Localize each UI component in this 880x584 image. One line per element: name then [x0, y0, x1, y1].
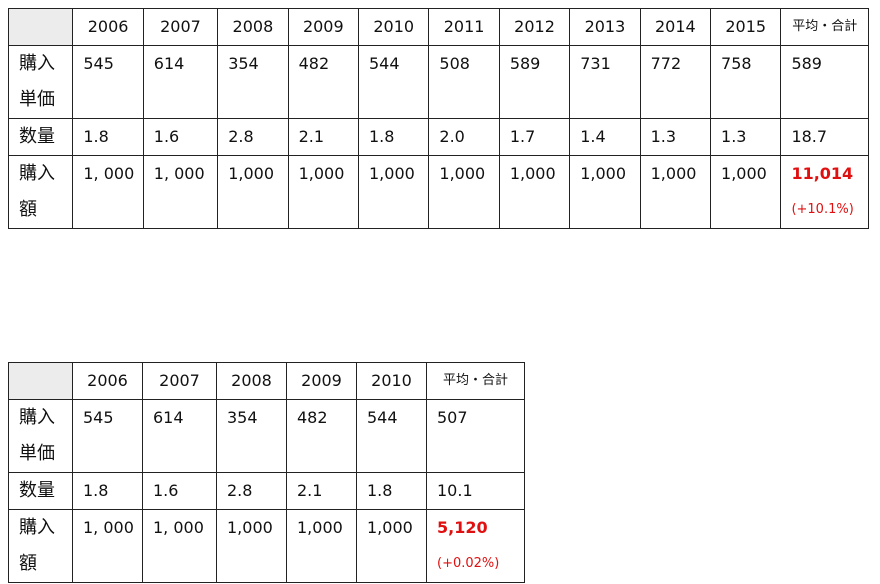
value-cell: 2.1 — [286, 472, 357, 510]
table-row: 購入 額 1, 000 1, 000 1,000 1,000 1,000 1,0… — [7, 155, 869, 229]
year-header: 2009 — [286, 362, 357, 400]
header-row: 2006 2007 2008 2009 2010 平均・合計 — [8, 362, 525, 400]
table-row: 購入 単価 545 614 354 482 544 507 — [8, 399, 525, 473]
value-cell: 1.8 — [357, 118, 430, 156]
year-header: 2010 — [356, 362, 427, 400]
value-cell: 1.6 — [142, 472, 217, 510]
value-cell: 1.3 — [639, 118, 712, 156]
value-cell: 544 — [357, 45, 430, 119]
value-cell: 1.8 — [72, 472, 143, 510]
total-cell: 589 — [780, 45, 869, 119]
year-header: 2010 — [357, 8, 430, 46]
value-cell: 2.0 — [428, 118, 500, 156]
value-cell: 1,000 — [498, 155, 571, 229]
row-label: 購入 額 — [7, 155, 74, 229]
year-header: 2012 — [498, 8, 571, 46]
value-cell: 508 — [428, 45, 500, 119]
year-header: 2009 — [287, 8, 360, 46]
row-label-bottom: 額 — [19, 553, 37, 574]
total-change-note: (+10.1%) — [791, 202, 854, 217]
value-cell: 731 — [569, 45, 641, 119]
value-cell: 772 — [639, 45, 712, 119]
value-cell: 1,000 — [710, 155, 782, 229]
value-cell: 1, 000 — [72, 509, 143, 583]
value-cell: 1.4 — [569, 118, 641, 156]
value-cell: 1.3 — [710, 118, 782, 156]
value-cell: 354 — [216, 399, 287, 473]
row-label-bottom: 額 — [19, 199, 37, 220]
value-cell: 1,000 — [216, 509, 287, 583]
total-header: 平均・合計 — [426, 362, 525, 400]
value-cell: 544 — [356, 399, 427, 473]
total-cell: 10.1 — [426, 472, 525, 510]
header-row: 2006 2007 2008 2009 2010 2011 2012 2013 … — [7, 8, 869, 46]
row-label: 数量 — [7, 118, 74, 156]
value-cell: 1,000 — [287, 155, 360, 229]
total-amount: 11,014 — [791, 164, 854, 183]
table-row: 数量 1.8 1.6 2.8 2.1 1.8 2.0 1.7 1.4 1.3 1… — [7, 118, 869, 156]
year-header: 2013 — [569, 8, 641, 46]
year-header: 2007 — [142, 362, 217, 400]
value-cell: 1,000 — [428, 155, 500, 229]
value-cell: 1, 000 — [142, 155, 219, 229]
value-cell: 614 — [142, 45, 219, 119]
row-label: 購入 単価 — [7, 45, 74, 119]
value-cell: 2.8 — [217, 118, 289, 156]
value-cell: 1,000 — [217, 155, 289, 229]
value-cell: 1,000 — [356, 509, 427, 583]
value-cell: 2.8 — [216, 472, 287, 510]
row-label-top: 購入 — [19, 163, 55, 184]
row-label-bottom: 単価 — [19, 89, 55, 110]
year-header: 2006 — [72, 362, 143, 400]
value-cell: 354 — [217, 45, 289, 119]
value-cell: 482 — [287, 45, 360, 119]
total-cell: 18.7 — [780, 118, 869, 156]
value-cell: 545 — [72, 45, 144, 119]
row-label: 数量 — [8, 472, 73, 510]
year-header: 2015 — [710, 8, 782, 46]
year-header: 2011 — [428, 8, 500, 46]
value-cell: 545 — [72, 399, 143, 473]
value-cell: 1.8 — [356, 472, 427, 510]
total-cell: 507 — [426, 399, 525, 473]
year-header: 2007 — [142, 8, 219, 46]
value-cell: 1,000 — [286, 509, 357, 583]
total-amount: 5,120 — [437, 518, 488, 537]
value-cell: 1,000 — [357, 155, 430, 229]
year-header: 2008 — [216, 362, 287, 400]
value-cell: 758 — [710, 45, 782, 119]
value-cell: 1.7 — [498, 118, 571, 156]
table-row: 購入 額 1, 000 1, 000 1,000 1,000 1,000 5,1… — [8, 509, 525, 583]
row-label-top: 購入 — [19, 53, 55, 74]
purchase-table-10-years: 2006 2007 2008 2009 2010 2011 2012 2013 … — [7, 8, 869, 229]
value-cell: 482 — [286, 399, 357, 473]
year-header: 2008 — [217, 8, 289, 46]
row-label-bottom: 単価 — [19, 443, 55, 464]
value-cell: 1,000 — [639, 155, 712, 229]
purchase-table-5-years: 2006 2007 2008 2009 2010 平均・合計 購入 単価 545… — [8, 362, 525, 583]
corner-cell — [8, 362, 73, 400]
row-label: 購入 単価 — [8, 399, 73, 473]
year-header: 2014 — [639, 8, 712, 46]
value-cell: 1,000 — [569, 155, 641, 229]
corner-cell — [7, 8, 74, 46]
row-label-top: 購入 — [19, 407, 55, 428]
value-cell: 614 — [142, 399, 217, 473]
row-label: 購入 額 — [8, 509, 73, 583]
total-cell: 11,014 (+10.1%) — [780, 155, 869, 229]
total-header: 平均・合計 — [780, 8, 869, 46]
value-cell: 1.6 — [142, 118, 219, 156]
table-row: 数量 1.8 1.6 2.8 2.1 1.8 10.1 — [8, 472, 525, 510]
value-cell: 1, 000 — [72, 155, 144, 229]
value-cell: 2.1 — [287, 118, 360, 156]
table-row: 購入 単価 545 614 354 482 544 508 589 731 77… — [7, 45, 869, 119]
total-cell: 5,120 (+0.02%) — [426, 509, 525, 583]
row-label-top: 購入 — [19, 517, 55, 538]
value-cell: 1, 000 — [142, 509, 217, 583]
year-header: 2006 — [72, 8, 144, 46]
value-cell: 589 — [498, 45, 571, 119]
total-change-note: (+0.02%) — [437, 556, 500, 571]
value-cell: 1.8 — [72, 118, 144, 156]
